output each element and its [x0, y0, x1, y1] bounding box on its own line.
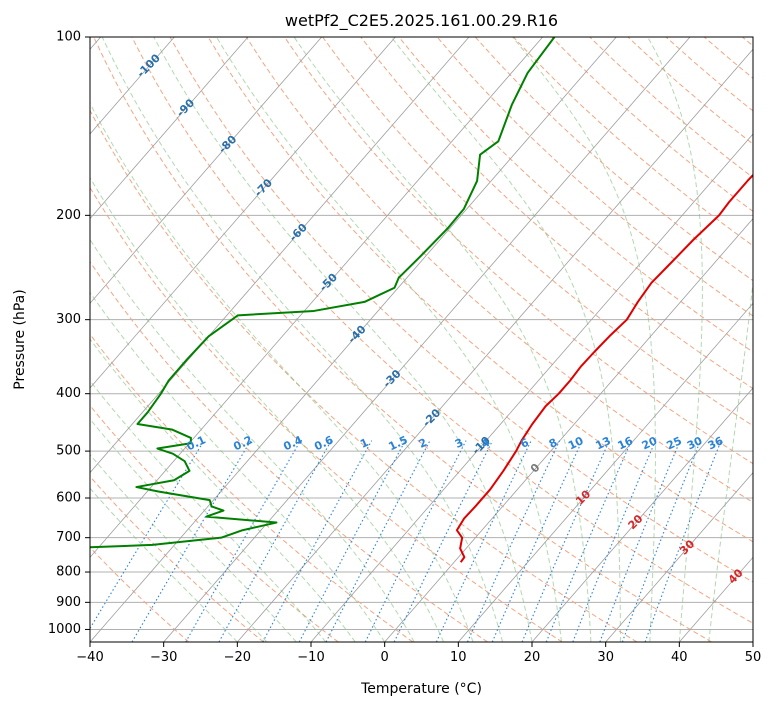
isotherm-line [310, 133, 753, 642]
mixing-ratio-label: 30 [685, 434, 705, 452]
moist-adiabat [216, 37, 562, 642]
dry-adiabat [436, 37, 753, 317]
mixing-ratio-line [545, 440, 632, 642]
y-tick-label: 400 [56, 386, 81, 401]
moist-adiabat [293, 37, 592, 642]
plot-frame [89, 36, 754, 643]
moist-adiabats [90, 37, 753, 642]
moist-adiabat [708, 277, 753, 642]
dry-adiabat [322, 37, 753, 427]
moist-adiabat [90, 453, 268, 642]
dry-adiabats [90, 37, 753, 642]
y-tick-label: 800 [56, 565, 81, 580]
y-tick-label: 700 [56, 530, 81, 545]
moist-adiabat [512, 37, 656, 642]
x-tick-label: −30 [150, 650, 177, 665]
dry-adiabat [90, 186, 563, 642]
temperature-trace [455, 173, 753, 563]
moist-adiabat [153, 37, 533, 642]
y-tick-label: 1000 [48, 622, 81, 637]
sounding-series [90, 37, 753, 563]
mixing-ratio-line [131, 440, 252, 642]
mixing-ratio-line [491, 440, 583, 642]
mixing-ratio-line [90, 440, 205, 630]
mixing-ratio-lines [90, 440, 722, 642]
dry-adiabat [90, 260, 488, 642]
y-axis-label: Pressure (hPa) [12, 289, 28, 389]
plot-area [90, 37, 753, 642]
moist-adiabat [90, 418, 297, 642]
dry-adiabat [90, 404, 339, 642]
y-tick-label: 900 [56, 595, 81, 610]
dewpoint-trace [90, 37, 556, 549]
mixing-ratio-label: 16 [616, 434, 636, 452]
y-tick-label: 500 [56, 444, 81, 459]
moist-adiabat [90, 380, 327, 642]
x-tick-label: −20 [224, 650, 251, 665]
mixing-ratio-line [262, 440, 373, 642]
x-tick-label: 10 [450, 650, 467, 665]
y-tick-label: 200 [56, 208, 81, 223]
y-tick-label: 600 [56, 491, 81, 506]
dry-adiabat [90, 475, 264, 642]
x-tick-label: 20 [524, 650, 541, 665]
isotherm-line [90, 37, 249, 220]
mixing-ratio-label: 20 [640, 434, 660, 452]
mixing-ratio-line [467, 440, 561, 642]
moist-adiabat [90, 487, 238, 642]
mixing-ratio-line [644, 440, 722, 642]
isotherm-line [605, 472, 753, 642]
mixing-ratio-label: 13 [594, 434, 613, 452]
mixing-ratio-label: 25 [665, 434, 684, 452]
moist-adiabat [90, 102, 474, 642]
x-tick-label: 40 [671, 650, 688, 665]
x-tick-label: −10 [297, 650, 324, 665]
isotherm-line [90, 37, 322, 304]
isotherm-line [531, 387, 753, 642]
mixing-ratio-line [393, 440, 494, 642]
isotherm-line [90, 37, 617, 642]
isotherm-line [90, 37, 396, 389]
mixing-ratio-line [364, 440, 467, 642]
y-tick-label: 300 [56, 312, 81, 327]
isotherm-line [384, 218, 753, 642]
isotherm-line [90, 37, 543, 558]
isotherm-line [237, 48, 753, 642]
mixing-ratio-label: 36 [706, 434, 726, 452]
x-axis-label: Temperature (°C) [360, 681, 482, 697]
y-tick-label: 100 [56, 30, 81, 45]
mixing-ratio-line [218, 440, 332, 642]
moist-adiabat [90, 238, 415, 642]
dry-adiabat [169, 37, 753, 583]
isotherms [90, 37, 753, 642]
x-tick-label: 30 [597, 650, 614, 665]
mixing-ratio-line [521, 440, 610, 642]
dry-adiabat [131, 37, 753, 624]
x-tick-label: 0 [381, 650, 389, 665]
dry-adiabat [245, 37, 753, 503]
x-tick-label: −40 [76, 650, 103, 665]
isotherm-line [458, 302, 753, 642]
moist-adiabat [647, 37, 703, 642]
dry-adiabat [93, 37, 712, 642]
moist-adiabat [90, 176, 445, 642]
moist-adiabat [101, 37, 504, 642]
isotherm-line [163, 37, 691, 642]
mixing-ratio-label: 10 [566, 434, 586, 452]
x-tick-label: 50 [745, 650, 762, 665]
moist-adiabat [90, 291, 386, 642]
dry-adiabat [360, 37, 753, 390]
chart-title: wetPf2_C2E5.2025.161.00.29.R16 [285, 11, 558, 31]
axes: −40 −30 −20 −10 0 10 20 30 40 50 100 200… [48, 30, 761, 666]
moist-adiabat [390, 37, 621, 642]
